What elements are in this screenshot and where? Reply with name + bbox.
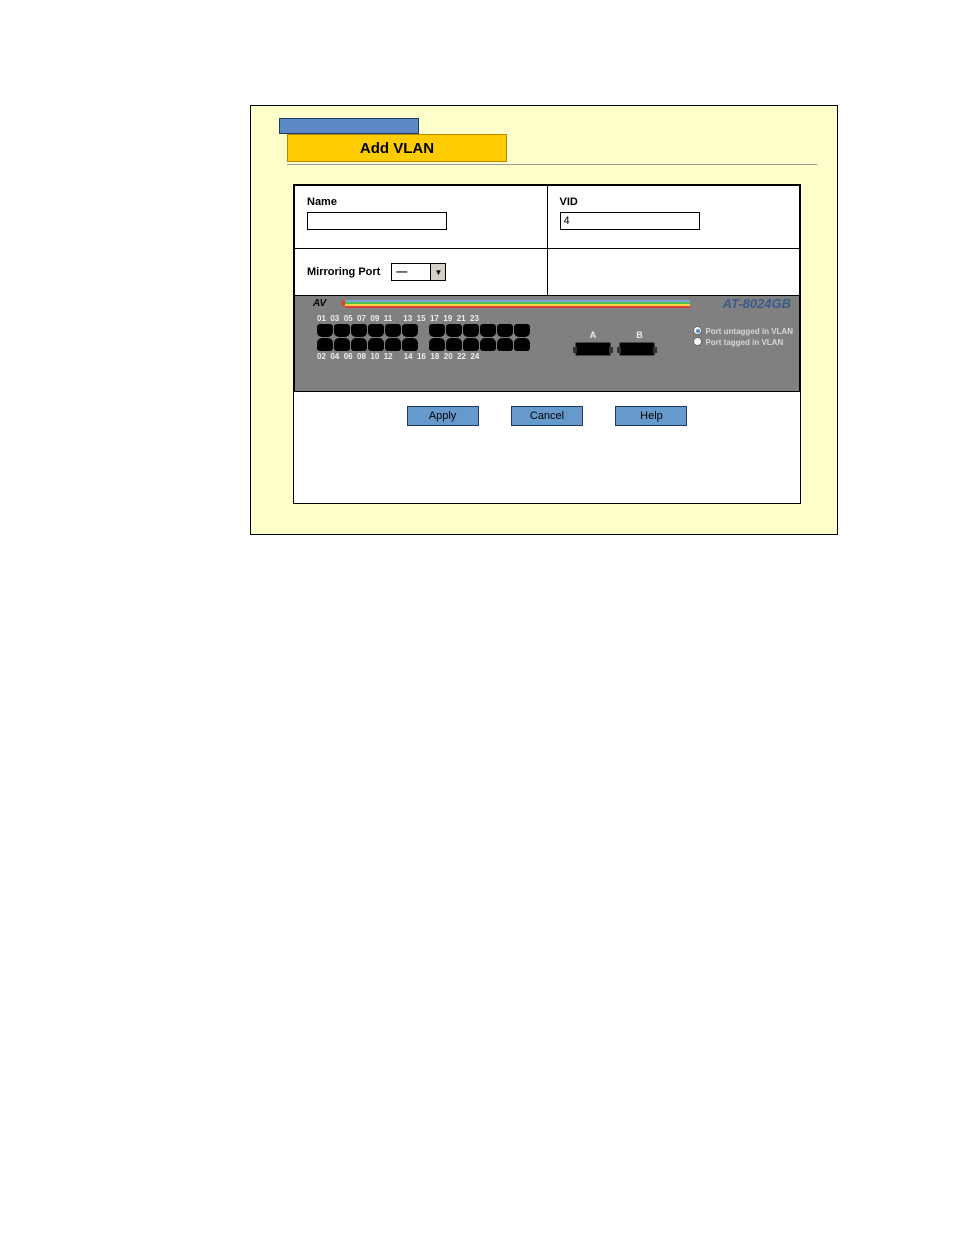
- switch-port[interactable]: [334, 324, 350, 337]
- switch-port[interactable]: [402, 338, 418, 351]
- help-button[interactable]: Help: [615, 406, 687, 426]
- switch-port[interactable]: [497, 338, 513, 351]
- tab-bar: [279, 118, 419, 134]
- uplink-port-a[interactable]: [575, 342, 611, 356]
- uplink-port-b[interactable]: [619, 342, 655, 356]
- uplink-label-b: B: [622, 330, 658, 340]
- switch-port[interactable]: [385, 338, 401, 351]
- switch-port[interactable]: [514, 338, 530, 351]
- port-block: 01 03 05 07 09 11 13 15 17 19 21 23 02 0…: [317, 314, 540, 361]
- form-table: Name VID Mirroring Port — ▼: [294, 185, 800, 392]
- switch-port[interactable]: [463, 324, 479, 337]
- switch-port[interactable]: [385, 324, 401, 337]
- switch-port[interactable]: [351, 338, 367, 351]
- switch-diagram: AV AT-8024GB 01 03 05 07 09 11 13 15 17 …: [295, 296, 799, 391]
- mirroring-port-value: —: [392, 264, 411, 280]
- switch-port[interactable]: [429, 324, 445, 337]
- switch-port[interactable]: [368, 324, 384, 337]
- switch-port[interactable]: [480, 324, 496, 337]
- switch-port[interactable]: [480, 338, 496, 351]
- radio-tagged-label: Port tagged in VLAN: [705, 337, 783, 348]
- model-label: AT-8024GB: [723, 296, 791, 311]
- switch-port[interactable]: [497, 324, 513, 337]
- name-label: Name: [307, 196, 337, 208]
- page-title: Add VLAN: [287, 134, 507, 162]
- switch-port[interactable]: [446, 338, 462, 351]
- uplink-block: A B: [575, 330, 658, 356]
- name-input[interactable]: [307, 212, 447, 230]
- vid-input[interactable]: [560, 212, 700, 230]
- divider: [287, 164, 817, 165]
- switch-port[interactable]: [351, 324, 367, 337]
- uplink-label-a: A: [575, 330, 611, 340]
- mirroring-port-dropdown[interactable]: — ▼: [391, 263, 446, 281]
- apply-button[interactable]: Apply: [407, 406, 479, 426]
- vlan-tag-options: Port untagged in VLAN Port tagged in VLA…: [693, 326, 793, 348]
- port-labels-bottom: 02 04 06 08 10 12 14 16 18 20 22 24: [317, 352, 540, 361]
- radio-tagged[interactable]: [693, 337, 702, 346]
- button-row: Apply Cancel Help: [294, 392, 800, 426]
- main-panel: Name VID Mirroring Port — ▼: [293, 184, 801, 504]
- chevron-down-icon: ▼: [430, 264, 445, 280]
- switch-port[interactable]: [402, 324, 418, 337]
- mirroring-port-label: Mirroring Port: [307, 266, 380, 278]
- radio-untagged[interactable]: [693, 326, 702, 335]
- switch-port[interactable]: [514, 324, 530, 337]
- switch-port[interactable]: [446, 324, 462, 337]
- color-stripe: [345, 300, 690, 308]
- switch-port[interactable]: [317, 324, 333, 337]
- switch-port[interactable]: [429, 338, 445, 351]
- switch-port[interactable]: [463, 338, 479, 351]
- switch-port[interactable]: [317, 338, 333, 351]
- cancel-button[interactable]: Cancel: [511, 406, 583, 426]
- window-frame: Add VLAN Name VID Mirroring Port —: [250, 105, 838, 535]
- vid-label: VID: [560, 196, 578, 208]
- brand-logo: AV: [313, 298, 341, 310]
- switch-port[interactable]: [368, 338, 384, 351]
- radio-untagged-label: Port untagged in VLAN: [705, 326, 793, 337]
- port-labels-top: 01 03 05 07 09 11 13 15 17 19 21 23: [317, 314, 540, 323]
- switch-port[interactable]: [334, 338, 350, 351]
